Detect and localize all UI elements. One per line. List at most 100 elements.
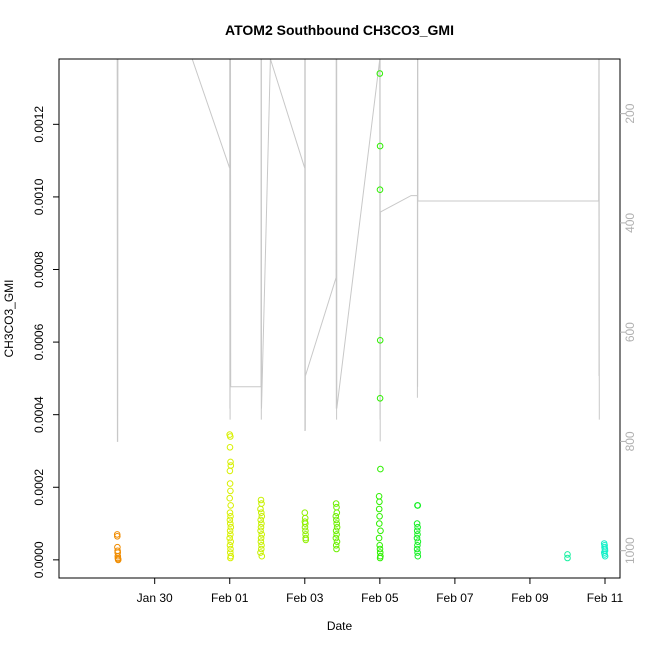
- data-point: [258, 500, 265, 507]
- data-point: [377, 527, 384, 535]
- data-point: [375, 534, 383, 542]
- y-tick-label: 0.0004: [32, 396, 46, 433]
- altitude-trace: [116, 59, 600, 442]
- chart-title: ATOM2 Southbound CH3CO3_GMI: [225, 22, 454, 38]
- y-tick-label: 0.0008: [32, 251, 46, 288]
- data-point: [257, 505, 264, 513]
- data-point: [414, 523, 421, 531]
- data-point: [332, 527, 340, 535]
- data-point: [302, 520, 309, 527]
- data-point: [564, 554, 571, 562]
- data-point: [376, 520, 383, 527]
- data-point: [301, 509, 309, 517]
- data-point: [414, 552, 422, 560]
- data-point: [332, 542, 340, 549]
- data-point: [258, 542, 265, 549]
- altitude-trace-line: [116, 59, 600, 442]
- y-tick-label: 0.0002: [32, 469, 46, 506]
- data-point: [227, 433, 234, 440]
- data-point: [376, 554, 384, 562]
- data-point: [227, 531, 234, 538]
- data-point: [257, 516, 265, 524]
- data-point: [114, 556, 122, 564]
- data-point: [332, 500, 340, 507]
- data-point: [333, 531, 340, 538]
- data-point: [333, 516, 340, 524]
- data-point: [413, 545, 421, 553]
- data-point: [227, 554, 234, 562]
- data-point: [258, 520, 265, 527]
- data-point: [302, 536, 310, 544]
- data-point: [258, 531, 266, 538]
- x-axis-label: Date: [327, 619, 353, 633]
- data-point: [257, 534, 265, 542]
- y-axis-label: CH3CO3_GMI: [2, 279, 16, 357]
- x-tick-label: Feb 11: [587, 591, 624, 605]
- y2-tick-label: 400: [623, 213, 637, 233]
- y-axis: 0.0000 0.0002 0.0004 0.0006 0.0008 0.0010 0.00…: [32, 106, 59, 578]
- data-point: [226, 467, 234, 475]
- data-point: [258, 513, 266, 520]
- data-point: [375, 493, 383, 500]
- y-tick-label: 0.0010: [32, 178, 46, 215]
- data-point: [227, 487, 234, 495]
- data-point: [332, 534, 340, 542]
- data-point: [226, 534, 233, 542]
- data-point: [113, 531, 121, 538]
- data-point: [226, 516, 234, 524]
- data-point: [376, 542, 384, 549]
- data-point: [333, 545, 340, 553]
- data-point: [226, 509, 234, 517]
- data-point: [257, 538, 265, 546]
- x-tick-label: Feb 01: [211, 591, 249, 605]
- y2-tick-label: 200: [623, 103, 637, 123]
- data-point: [114, 533, 121, 540]
- data-point: [414, 549, 421, 556]
- y2-axis: 200 400 600 800 1000: [620, 103, 637, 564]
- data-point: [376, 395, 384, 402]
- y2-tick-label: 600: [623, 322, 637, 342]
- data-point: [601, 552, 609, 560]
- data-point: [257, 549, 264, 556]
- data-point: [377, 465, 384, 473]
- data-point: [301, 523, 309, 531]
- data-point: [332, 513, 340, 520]
- y2-tick-label: 800: [623, 431, 637, 451]
- x-tick-label: Jan 30: [137, 591, 173, 605]
- x-tick-label: Feb 09: [511, 591, 549, 605]
- y-tick-label: 0.0006: [32, 323, 46, 360]
- data-point: [302, 527, 309, 535]
- data-point: [226, 494, 233, 502]
- data-point: [227, 520, 234, 527]
- data-point: [376, 337, 384, 344]
- data-point: [227, 462, 235, 469]
- x-axis: Jan 30 Feb 01 Feb 03 Feb 05 Feb 07 Feb 09 Feb …: [137, 578, 624, 605]
- data-points: [113, 70, 609, 564]
- data-point: [376, 186, 384, 193]
- data-point: [376, 498, 383, 506]
- data-point: [376, 142, 384, 150]
- data-point: [376, 70, 384, 77]
- plot-area-border: [58, 58, 621, 579]
- data-point: [227, 513, 234, 520]
- data-point: [375, 505, 383, 513]
- data-point: [257, 523, 265, 531]
- data-point: [333, 523, 341, 531]
- data-point: [376, 513, 383, 520]
- y2-tick-label: 1000: [623, 537, 637, 564]
- data-point: [414, 538, 422, 546]
- data-point: [257, 527, 264, 535]
- data-point: [413, 520, 421, 527]
- data-point: [413, 527, 421, 535]
- data-point: [376, 545, 384, 553]
- data-point: [257, 496, 265, 504]
- data-point: [226, 542, 234, 549]
- data-point: [413, 534, 421, 542]
- y-tick-label: 0.0000: [32, 541, 46, 578]
- data-point: [564, 551, 571, 558]
- data-point: [258, 552, 266, 560]
- data-point: [227, 538, 234, 546]
- data-point: [414, 531, 421, 538]
- data-point: [414, 502, 422, 509]
